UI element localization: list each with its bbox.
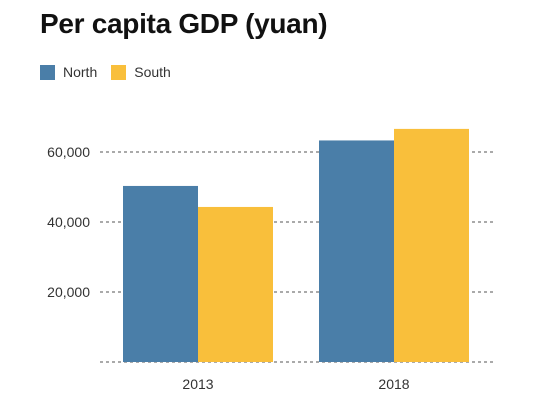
bar-north-2018 — [319, 140, 394, 362]
legend-item-north: North — [40, 64, 97, 80]
bar-south-2013 — [198, 206, 273, 362]
y-tick-label-40000: 40,000 — [47, 214, 90, 230]
chart-legend: North South — [40, 64, 185, 80]
x-tick-label-2013: 2013 — [182, 376, 213, 392]
legend-label-north: North — [63, 64, 98, 80]
chart-title: Per capita GDP (yuan) — [40, 8, 328, 39]
bar-south-2018 — [394, 128, 469, 362]
legend-label-south: South — [134, 64, 171, 80]
y-tick-label-60000: 60,000 — [47, 144, 90, 160]
bar-north-2013 — [123, 185, 198, 362]
x-tick-label-2018: 2018 — [378, 376, 409, 392]
legend-swatch-north — [40, 64, 55, 80]
legend-item-south: South — [111, 64, 171, 80]
legend-swatch-south — [111, 64, 127, 80]
y-tick-label-20000: 20,000 — [47, 284, 90, 300]
